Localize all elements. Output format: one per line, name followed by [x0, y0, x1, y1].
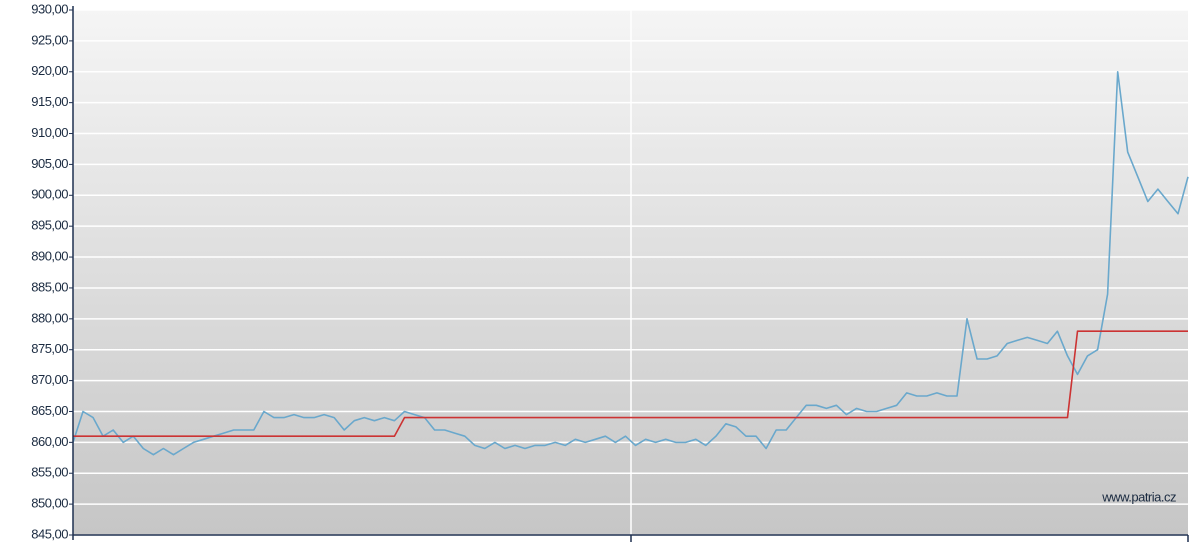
y-tick-label: 910,00 — [31, 125, 68, 140]
series-line — [73, 330, 1188, 437]
y-tick-label: 870,00 — [31, 372, 68, 387]
lines — [72, 71, 1189, 456]
y-tick-label: 920,00 — [31, 63, 68, 78]
series-line — [72, 71, 1189, 456]
y-tick-label: 855,00 — [31, 465, 68, 480]
grid — [73, 9, 1188, 536]
y-tick-label: 925,00 — [31, 32, 68, 47]
watermark: www.patria.cz — [1101, 489, 1176, 504]
y-tick-label: 915,00 — [31, 94, 68, 109]
y-tick-label: 880,00 — [31, 310, 68, 325]
y-tick-label: 850,00 — [31, 496, 68, 511]
y-tick-label: 845,00 — [31, 526, 68, 541]
y-tick-label: 885,00 — [31, 279, 68, 294]
y-tick-label: 900,00 — [31, 187, 68, 202]
y-tick-label: 890,00 — [31, 248, 68, 263]
y-tick-label: 860,00 — [31, 434, 68, 449]
y-tick-label: 905,00 — [31, 156, 68, 171]
y-tick-label: 865,00 — [31, 403, 68, 418]
y-tick-label: 895,00 — [31, 218, 68, 233]
y-tick-label: 875,00 — [31, 341, 68, 356]
y-tick-label: 930,00 — [31, 1, 68, 16]
